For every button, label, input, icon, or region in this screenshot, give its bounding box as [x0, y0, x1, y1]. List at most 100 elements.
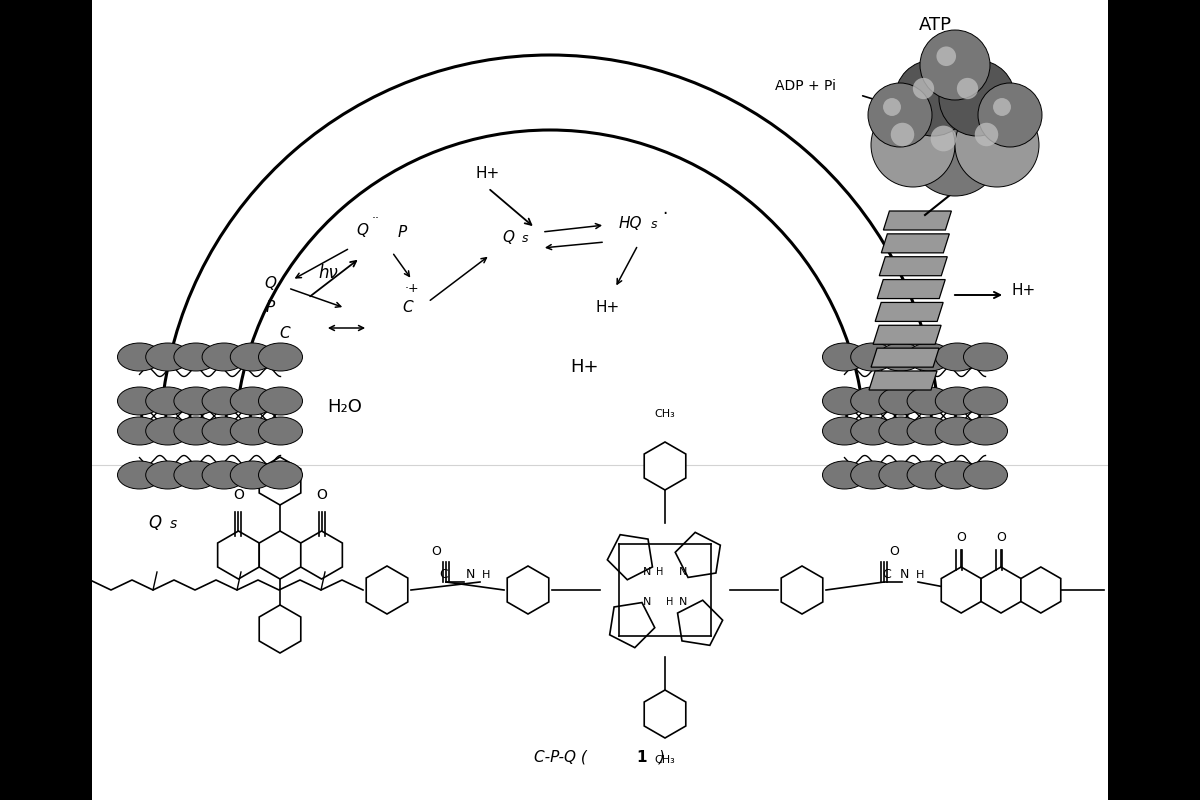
Bar	[1108, 0, 1200, 800]
Circle shape	[955, 103, 1039, 187]
Circle shape	[913, 78, 934, 99]
Text: Q: Q	[264, 276, 276, 291]
Text: O: O	[316, 488, 328, 502]
Ellipse shape	[935, 387, 979, 415]
Circle shape	[883, 98, 901, 116]
Ellipse shape	[878, 461, 923, 489]
Text: H+: H+	[596, 300, 620, 315]
Text: O: O	[889, 545, 899, 558]
Text: C: C	[280, 326, 290, 341]
Text: C: C	[882, 568, 890, 581]
Ellipse shape	[118, 461, 162, 489]
Ellipse shape	[964, 387, 1008, 415]
Polygon shape	[982, 567, 1021, 613]
Ellipse shape	[145, 387, 190, 415]
Text: O: O	[431, 545, 440, 558]
Circle shape	[910, 104, 1001, 196]
Text: N: N	[466, 568, 475, 581]
Ellipse shape	[230, 417, 275, 445]
Polygon shape	[875, 302, 943, 322]
Ellipse shape	[935, 343, 979, 371]
Ellipse shape	[174, 417, 218, 445]
Text: ·: ·	[662, 205, 667, 223]
Text: C: C	[439, 568, 448, 581]
Text: N: N	[679, 567, 688, 577]
Bar	[0, 0, 92, 800]
Text: Q: Q	[356, 223, 368, 238]
Polygon shape	[881, 234, 949, 253]
Text: O: O	[1111, 616, 1121, 629]
Ellipse shape	[230, 343, 275, 371]
Text: Q: Q	[502, 230, 514, 245]
Ellipse shape	[878, 387, 923, 415]
Ellipse shape	[258, 417, 302, 445]
Text: HQ: HQ	[618, 216, 642, 231]
Polygon shape	[259, 457, 301, 505]
Ellipse shape	[202, 387, 246, 415]
Ellipse shape	[258, 343, 302, 371]
Text: H: H	[916, 570, 924, 580]
Text: H: H	[482, 570, 491, 580]
Polygon shape	[880, 257, 947, 276]
Ellipse shape	[964, 417, 1008, 445]
Ellipse shape	[118, 417, 162, 445]
Text: P: P	[265, 300, 275, 315]
Text: H+: H+	[1012, 283, 1037, 298]
Circle shape	[978, 83, 1042, 147]
Ellipse shape	[258, 387, 302, 415]
Polygon shape	[676, 532, 720, 578]
Ellipse shape	[822, 387, 866, 415]
Text: O: O	[1111, 544, 1121, 557]
Ellipse shape	[145, 343, 190, 371]
Text: ADP + Pi: ADP + Pi	[774, 79, 835, 93]
Ellipse shape	[118, 387, 162, 415]
Ellipse shape	[851, 343, 895, 371]
Circle shape	[936, 46, 956, 66]
Polygon shape	[874, 326, 941, 344]
Text: CH₃: CH₃	[655, 409, 676, 419]
Circle shape	[940, 60, 1015, 136]
Ellipse shape	[230, 387, 275, 415]
Text: 1: 1	[637, 750, 647, 765]
Text: s: s	[522, 232, 528, 245]
Polygon shape	[883, 211, 952, 230]
Polygon shape	[871, 348, 940, 367]
Circle shape	[974, 122, 998, 146]
Ellipse shape	[964, 343, 1008, 371]
Ellipse shape	[907, 387, 952, 415]
Ellipse shape	[145, 417, 190, 445]
Text: N: N	[679, 597, 688, 607]
Polygon shape	[877, 279, 946, 298]
Ellipse shape	[145, 461, 190, 489]
Text: N: N	[643, 567, 652, 577]
Text: H₂O: H₂O	[328, 398, 362, 416]
Polygon shape	[1021, 567, 1061, 613]
Ellipse shape	[118, 343, 162, 371]
Polygon shape	[781, 566, 823, 614]
Circle shape	[956, 78, 978, 99]
Text: Q: Q	[149, 514, 162, 532]
Text: H+: H+	[476, 166, 500, 181]
Polygon shape	[259, 605, 301, 653]
Ellipse shape	[878, 343, 923, 371]
Polygon shape	[644, 690, 685, 738]
Text: s: s	[650, 218, 658, 231]
Circle shape	[868, 83, 932, 147]
Ellipse shape	[851, 387, 895, 415]
Polygon shape	[644, 442, 685, 490]
Ellipse shape	[907, 343, 952, 371]
Polygon shape	[607, 534, 653, 580]
Ellipse shape	[258, 461, 302, 489]
Ellipse shape	[202, 461, 246, 489]
Ellipse shape	[822, 343, 866, 371]
Ellipse shape	[851, 417, 895, 445]
Polygon shape	[259, 531, 301, 579]
Polygon shape	[508, 566, 548, 614]
Ellipse shape	[851, 461, 895, 489]
Polygon shape	[610, 602, 655, 648]
Circle shape	[895, 60, 971, 136]
Text: H: H	[656, 567, 664, 577]
Ellipse shape	[878, 417, 923, 445]
Text: C-P-Q (: C-P-Q (	[534, 750, 587, 765]
Polygon shape	[217, 531, 259, 579]
